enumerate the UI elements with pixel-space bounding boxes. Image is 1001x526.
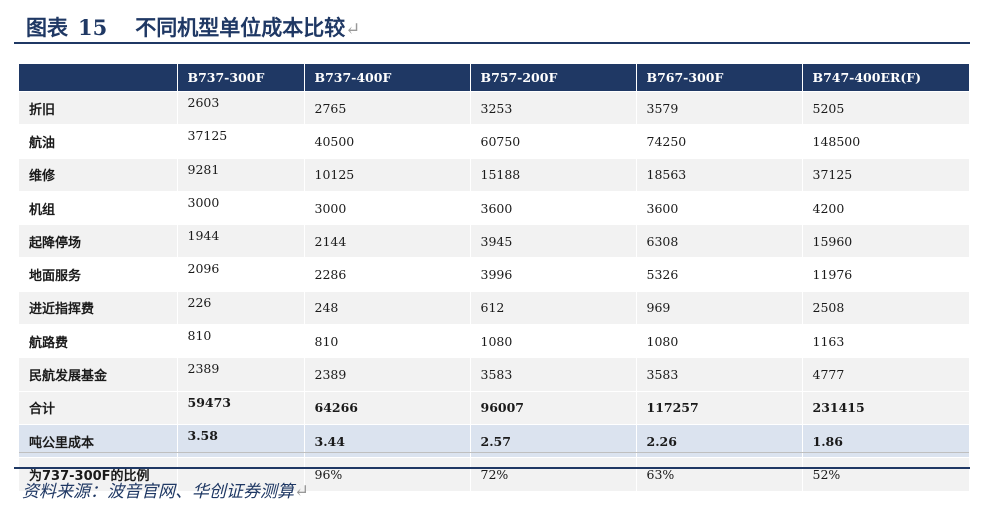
cost-comparison-table-wrapper: B737-300F B737-400F B757-200F B767-300F B747…: [19, 64, 969, 491]
row-label: 进近指挥费: [19, 290, 178, 325]
header-cell: B737-300F: [177, 64, 305, 92]
table-body: 折旧 2603 2765 3253 3579 5205 航油 37125 40500 60750 7…: [19, 90, 969, 491]
row-label: 合计: [19, 390, 178, 425]
row-label: 航油: [19, 124, 178, 159]
table-cell: 2389: [177, 357, 305, 392]
table-row: 机组 3000 3000 3600 3600 4200: [19, 190, 969, 225]
source-note-text: 资料来源：波音官网、华创证券测算: [22, 482, 294, 502]
table-cell: [177, 457, 305, 491]
figure-title-text: 不同机型单位成本比较: [135, 15, 346, 40]
table-header-row: B737-300F B737-400F B757-200F B767-300F B747…: [19, 64, 969, 92]
table-cell: 52%: [802, 457, 969, 491]
cost-comparison-table: B737-300F B737-400F B757-200F B767-300F B747…: [19, 64, 969, 491]
table-cell: 2508: [802, 290, 969, 325]
table-cell: 15960: [802, 224, 969, 258]
table-cell: 1080: [470, 324, 637, 358]
source-return-mark: ↵: [294, 481, 310, 502]
table-row: 起降停场 1944 2144 3945 6308 15960: [19, 224, 969, 258]
table-cell: 2603: [177, 90, 305, 125]
table-cell: 3945: [470, 224, 637, 258]
table-cell: 248: [304, 290, 471, 325]
table-cell: 3996: [470, 257, 637, 292]
table-row: 合计 59473 64266 96007 117257 231415: [19, 390, 969, 425]
table-cell: 60750: [470, 124, 637, 159]
table-cell: 810: [304, 324, 471, 358]
row-label: 为737-300F的比例: [19, 457, 178, 491]
table-cell: 15188: [470, 157, 637, 192]
table-cell: 3000: [304, 190, 471, 225]
table-cell: 3253: [470, 90, 637, 125]
figure-title: 图表 15 不同机型单位成本比较↵: [26, 12, 360, 42]
table-cell: 3600: [636, 190, 803, 225]
table-cell: 231415: [802, 390, 969, 425]
row-label: 航路费: [19, 324, 178, 358]
table-cell: 969: [636, 290, 803, 325]
header-cell-empty: [19, 64, 178, 92]
row-label: 折旧: [19, 90, 178, 125]
table-row: 维修 9281 10125 15188 18563 37125: [19, 157, 969, 192]
table-cell: 3000: [177, 190, 305, 225]
table-cell: 1080: [636, 324, 803, 358]
row-label: 地面服务: [19, 257, 178, 292]
table-cell: 1944: [177, 224, 305, 258]
table-cell: 6308: [636, 224, 803, 258]
table-cell: 10125: [304, 157, 471, 192]
source-note: 资料来源：波音官网、华创证券测算↵: [22, 477, 309, 502]
table-cell: 96007: [470, 390, 637, 425]
table-row: 进近指挥费 226 248 612 969 2508: [19, 290, 969, 325]
source-divider: [14, 467, 970, 469]
table-cell: 148500: [802, 124, 969, 159]
table-cell: 1163: [802, 324, 969, 358]
table-cell: 5205: [802, 90, 969, 125]
table-cell: 3579: [636, 90, 803, 125]
row-label: 维修: [19, 157, 178, 192]
table-cell: 59473: [177, 390, 305, 425]
return-mark: ↵: [345, 19, 361, 40]
table-cell: 3583: [470, 357, 637, 392]
header-cell: B757-200F: [470, 64, 637, 92]
figure-number: 15: [78, 15, 108, 40]
row-label: 机组: [19, 190, 178, 225]
table-bottom-border: [19, 452, 969, 453]
table-cell: 117257: [636, 390, 803, 425]
table-cell: 2389: [304, 357, 471, 392]
table-cell: 3583: [636, 357, 803, 392]
header-cell: B747-400ER(F): [802, 64, 969, 92]
table-cell: 37125: [177, 124, 305, 159]
row-label: 民航发展基金: [19, 357, 178, 392]
table-cell: 4777: [802, 357, 969, 392]
table-cell: 2096: [177, 257, 305, 292]
table-cell: 2286: [304, 257, 471, 292]
table-cell: 11976: [802, 257, 969, 292]
table-cell: 37125: [802, 157, 969, 192]
table-cell: 18563: [636, 157, 803, 192]
table-row: 民航发展基金 2389 2389 3583 3583 4777: [19, 357, 969, 392]
figure-label: 图表: [26, 15, 68, 40]
table-cell: 4200: [802, 190, 969, 225]
table-cell: 612: [470, 290, 637, 325]
table-row: 折旧 2603 2765 3253 3579 5205: [19, 90, 969, 125]
table-row: 航路费 810 810 1080 1080 1163: [19, 324, 969, 358]
table-row: 为737-300F的比例 96% 72% 63% 52%: [19, 457, 969, 491]
table-cell: 3600: [470, 190, 637, 225]
table-cell: 96%: [304, 457, 471, 491]
header-cell: B737-400F: [304, 64, 471, 92]
table-row: 航油 37125 40500 60750 74250 148500: [19, 124, 969, 159]
table-cell: 74250: [636, 124, 803, 159]
title-bar: 图表 15 不同机型单位成本比较↵: [14, 12, 970, 44]
table-cell: 72%: [470, 457, 637, 491]
table-cell: 810: [177, 324, 305, 358]
table-cell: 64266: [304, 390, 471, 425]
table-cell: 63%: [636, 457, 803, 491]
header-cell: B767-300F: [636, 64, 803, 92]
row-label: 起降停场: [19, 224, 178, 258]
table-cell: 2765: [304, 90, 471, 125]
table-cell: 40500: [304, 124, 471, 159]
table-cell: 9281: [177, 157, 305, 192]
table-cell: 226: [177, 290, 305, 325]
table-row: 地面服务 2096 2286 3996 5326 11976: [19, 257, 969, 292]
table-cell: 5326: [636, 257, 803, 292]
table-cell: 2144: [304, 224, 471, 258]
